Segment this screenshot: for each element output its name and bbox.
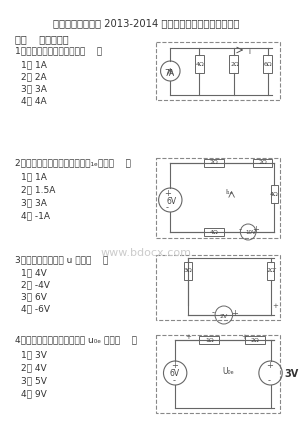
Text: 4、图示单口网络的开路电压 u₀ₑ 等于（    ）: 4、图示单口网络的开路电压 u₀ₑ 等于（ ） xyxy=(15,335,136,344)
FancyBboxPatch shape xyxy=(267,262,274,280)
FancyBboxPatch shape xyxy=(263,55,272,73)
Text: +: + xyxy=(272,303,278,309)
Text: 4Ω: 4Ω xyxy=(196,61,205,67)
Text: i: i xyxy=(248,49,250,55)
Text: 6Ω: 6Ω xyxy=(263,61,272,67)
Text: 4） -1A: 4） -1A xyxy=(21,211,50,220)
FancyBboxPatch shape xyxy=(184,262,192,280)
Text: 7A: 7A xyxy=(164,69,175,78)
Text: 2） 2A: 2） 2A xyxy=(21,72,47,81)
Text: -: - xyxy=(166,204,169,212)
Text: 3Ω: 3Ω xyxy=(183,268,192,273)
Text: 一、    单项选择题: 一、 单项选择题 xyxy=(15,34,68,44)
Text: 6V: 6V xyxy=(169,369,179,379)
Text: I₁ₑ: I₁ₑ xyxy=(225,189,232,195)
Text: 2） -4V: 2） -4V xyxy=(21,280,50,289)
Text: 3） 3A: 3） 3A xyxy=(21,198,47,207)
Text: 1） 3V: 1） 3V xyxy=(21,350,47,359)
Text: +: + xyxy=(266,362,273,371)
Text: 2Ω: 2Ω xyxy=(258,161,267,165)
Text: 南京信息工程大学 2013-2014 电路分析基础期末模拟测试题: 南京信息工程大学 2013-2014 电路分析基础期末模拟测试题 xyxy=(53,18,239,28)
Text: 2） 4V: 2） 4V xyxy=(21,363,47,372)
Text: 1） 1A: 1） 1A xyxy=(21,172,47,181)
Text: 3） 3A: 3） 3A xyxy=(21,84,47,93)
Text: 2Ω: 2Ω xyxy=(266,268,275,273)
Text: 2Ω: 2Ω xyxy=(230,61,239,67)
Text: 3、图示电路中电压 u 等于（    ）: 3、图示电路中电压 u 等于（ ） xyxy=(15,255,108,264)
Text: 3） 6V: 3） 6V xyxy=(21,292,47,301)
Text: -: - xyxy=(274,265,277,271)
Text: 1） 4V: 1） 4V xyxy=(21,268,47,277)
FancyBboxPatch shape xyxy=(195,55,204,73)
Text: U₀ₑ: U₀ₑ xyxy=(223,368,235,377)
Text: +: + xyxy=(253,226,260,234)
FancyBboxPatch shape xyxy=(253,159,272,167)
Text: +: + xyxy=(185,334,191,340)
Text: 4） 9V: 4） 9V xyxy=(21,389,47,398)
FancyBboxPatch shape xyxy=(204,159,224,167)
Text: +: + xyxy=(164,190,171,198)
Text: www.bdocx.com: www.bdocx.com xyxy=(100,248,191,258)
FancyBboxPatch shape xyxy=(229,55,238,73)
Text: 2、图示单口网络的短路电流ｉ₁ₑ等于（    ）: 2、图示单口网络的短路电流ｉ₁ₑ等于（ ） xyxy=(15,158,130,167)
Text: +: + xyxy=(231,309,238,318)
Text: 4） -6V: 4） -6V xyxy=(21,304,50,313)
Text: 3） 5V: 3） 5V xyxy=(21,376,47,385)
Text: 2V: 2V xyxy=(220,313,228,318)
FancyBboxPatch shape xyxy=(245,336,265,344)
Text: -: - xyxy=(212,309,214,318)
Text: -: - xyxy=(268,377,271,385)
Text: +: + xyxy=(171,362,178,371)
Text: 6V: 6V xyxy=(167,198,176,206)
Text: 10V: 10V xyxy=(245,231,256,235)
Text: 2） 1.5A: 2） 1.5A xyxy=(21,185,56,194)
Text: 1） 1A: 1） 1A xyxy=(21,60,47,69)
FancyBboxPatch shape xyxy=(204,228,224,236)
Text: 4Ω: 4Ω xyxy=(270,192,279,196)
FancyBboxPatch shape xyxy=(200,336,219,344)
Text: 2Ω: 2Ω xyxy=(210,161,218,165)
Text: 1、图示电路中电流ｉ等于（    ）: 1、图示电路中电流ｉ等于（ ） xyxy=(15,46,102,55)
Text: 3V: 3V xyxy=(284,369,298,379)
Text: -: - xyxy=(239,226,242,234)
Text: 4） 4A: 4） 4A xyxy=(21,96,47,105)
Text: 2Ω: 2Ω xyxy=(250,338,259,343)
Text: +: + xyxy=(241,334,247,340)
Text: 4Ω: 4Ω xyxy=(210,229,218,234)
Text: -: - xyxy=(173,377,176,385)
FancyBboxPatch shape xyxy=(271,185,278,203)
Text: 1Ω: 1Ω xyxy=(205,338,214,343)
